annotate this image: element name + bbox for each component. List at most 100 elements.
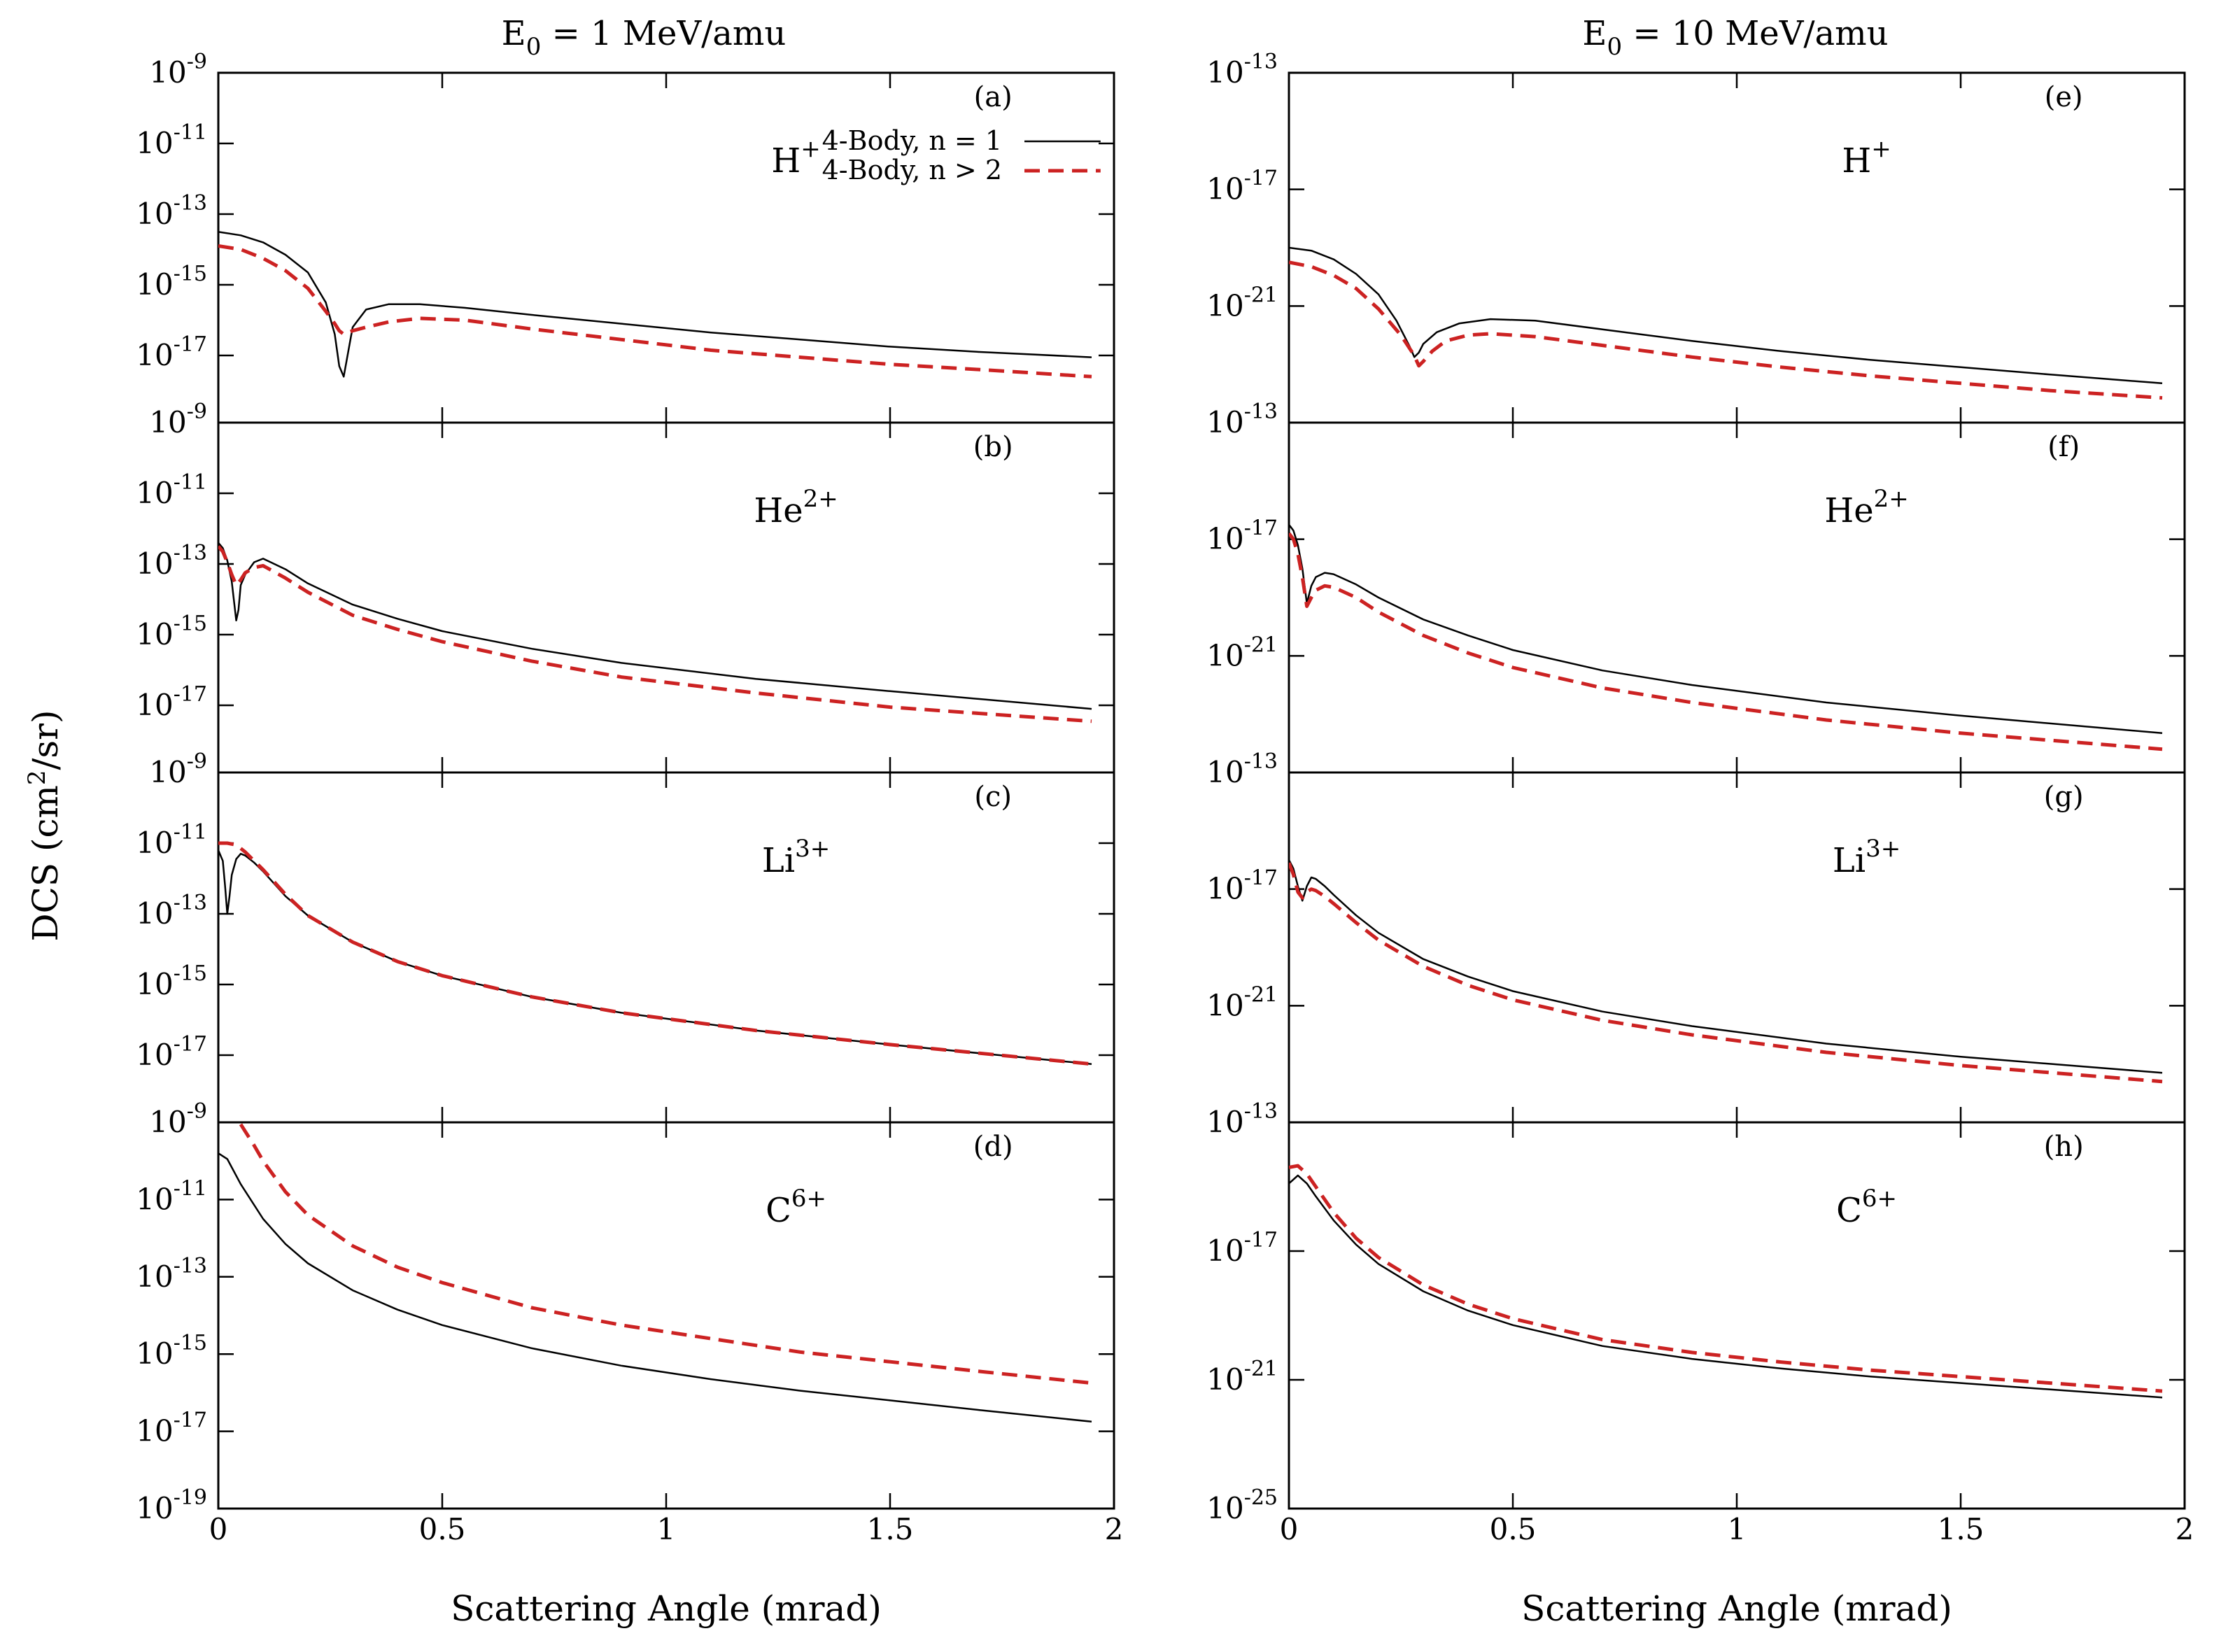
y-tick-exponent: -11 <box>174 1176 207 1201</box>
y-axis-title-main: DCS (cm <box>25 785 66 941</box>
ion-charge: + <box>801 135 821 163</box>
y-tick-label: 10-25 <box>1206 1485 1278 1525</box>
series-line-n1 <box>1289 1174 2163 1399</box>
panel-letter: (c) <box>974 781 1012 813</box>
series-line-n2 <box>239 1123 1092 1385</box>
y-tick-exponent: -13 <box>1244 50 1278 74</box>
panel-letter: (f) <box>2047 431 2080 463</box>
y-tick-exponent: -13 <box>174 891 207 915</box>
y-tick-base: 10 <box>149 405 186 439</box>
y-tick-exponent: -11 <box>174 470 207 495</box>
left-column-title: E0 = 1 MeV/amu <box>502 14 787 61</box>
x-tick-label: 0 <box>1280 1512 1299 1546</box>
ion-label: H+ <box>1842 135 1891 181</box>
ion-symbol: H <box>771 141 801 181</box>
y-tick-base: 10 <box>136 1038 173 1072</box>
ion-charge: 3+ <box>795 835 830 863</box>
y-tick-base: 10 <box>1206 288 1243 323</box>
series-line-n2 <box>1289 532 2163 751</box>
y-tick-exponent: -21 <box>1244 1357 1278 1381</box>
panel-letter: (d) <box>973 1131 1013 1163</box>
x-tick-label: 0.5 <box>419 1512 466 1546</box>
y-tick-exponent: -17 <box>174 1409 207 1433</box>
series-line-n2 <box>1289 1164 2163 1393</box>
ion-charge: 6+ <box>1862 1185 1897 1213</box>
y-tick-label: 10-17 <box>136 1409 207 1448</box>
legend: 4-Body, n = 14-Body, n > 2 <box>822 125 1101 185</box>
y-tick-label: 10-21 <box>1206 633 1278 672</box>
legend-label-n2: 4-Body, n > 2 <box>822 155 1002 185</box>
series-line-n2 <box>218 545 1092 723</box>
y-tick-base: 10 <box>136 476 173 510</box>
series-line-n1 <box>1289 246 2163 385</box>
y-tick-base: 10 <box>1206 1234 1243 1268</box>
y-tick-label: 10-21 <box>1206 283 1278 323</box>
right-column: E0 = 10 MeV/amu10-1310-1710-21(e)H+10-13… <box>1206 14 2194 1629</box>
panel-letter: (g) <box>2044 781 2084 813</box>
title-subscript: 0 <box>526 33 542 61</box>
y-tick-base: 10 <box>136 617 173 651</box>
title-main: E <box>1582 14 1607 53</box>
x-tick-label: 2 <box>1105 1512 1124 1546</box>
y-tick-base: 10 <box>136 688 173 722</box>
y-tick-exponent: -17 <box>1244 866 1278 891</box>
y-tick-base: 10 <box>136 967 173 1001</box>
panel-frame <box>1288 421 2186 774</box>
y-tick-label: 10-13 <box>136 191 207 231</box>
y-tick-exponent: -13 <box>174 191 207 216</box>
series-line-n2 <box>1289 862 2163 1084</box>
y-tick-label: 10-15 <box>136 262 207 302</box>
series-line-n1 <box>1289 859 2163 1074</box>
ion-label: Li3+ <box>762 835 830 880</box>
y-tick-label: 10-17 <box>136 332 207 372</box>
x-tick-label: 2 <box>2176 1512 2194 1546</box>
panel-letter: (e) <box>2045 81 2083 113</box>
x-tick-label: 1 <box>657 1512 676 1546</box>
y-tick-exponent: -17 <box>1244 1228 1278 1252</box>
title-rest: = 10 MeV/amu <box>1622 14 1889 53</box>
y-tick-label: 10-13 <box>136 1254 207 1294</box>
x-tick-label: 0.5 <box>1490 1512 1537 1546</box>
series-line-n1 <box>218 231 1092 378</box>
panel-frame <box>217 771 1115 1124</box>
y-tick-exponent: -13 <box>174 1254 207 1278</box>
title-main: E <box>502 14 526 53</box>
y-tick-exponent: -17 <box>174 682 207 707</box>
y-tick-label: 10-9 <box>149 50 207 90</box>
y-tick-base: 10 <box>1206 755 1243 789</box>
y-tick-label: 10-13 <box>136 541 207 581</box>
y-tick-base: 10 <box>1206 405 1243 439</box>
y-tick-base: 10 <box>136 1491 173 1525</box>
ion-symbol: C <box>1836 1191 1862 1230</box>
y-tick-base: 10 <box>136 546 173 581</box>
y-tick-base: 10 <box>1206 172 1243 206</box>
ion-charge: 3+ <box>1866 835 1901 863</box>
ion-label: C6+ <box>1836 1185 1897 1230</box>
y-tick-base: 10 <box>136 1336 173 1371</box>
x-axis-title: Scattering Angle (mrad) <box>1521 1588 1952 1629</box>
x-tick-label: 0 <box>209 1512 228 1546</box>
y-tick-label: 10-19 <box>136 1485 207 1525</box>
y-tick-exponent: -13 <box>174 541 207 565</box>
y-tick-label: 10-11 <box>136 470 207 510</box>
y-axis-title-tail: /sr) <box>25 710 66 770</box>
y-tick-base: 10 <box>136 896 173 931</box>
panel-frame <box>217 421 1115 774</box>
y-tick-base: 10 <box>1206 55 1243 90</box>
y-tick-label: 10-11 <box>136 820 207 860</box>
series-line-n2 <box>218 841 1092 1066</box>
y-tick-exponent: -11 <box>174 820 207 845</box>
y-tick-label: 10-13 <box>136 891 207 931</box>
ion-charge: 6+ <box>791 1185 826 1213</box>
series-line-n1 <box>218 1152 1092 1423</box>
title-rest: = 1 MeV/amu <box>541 14 786 53</box>
y-tick-label: 10-15 <box>136 1331 207 1371</box>
ion-label: He2+ <box>1824 485 1908 530</box>
y-tick-exponent: -17 <box>174 1032 207 1057</box>
y-tick-exponent: -15 <box>174 612 207 636</box>
ion-symbol: Li <box>1833 841 1866 880</box>
x-tick-label: 1.5 <box>867 1512 914 1546</box>
y-tick-base: 10 <box>136 338 173 372</box>
